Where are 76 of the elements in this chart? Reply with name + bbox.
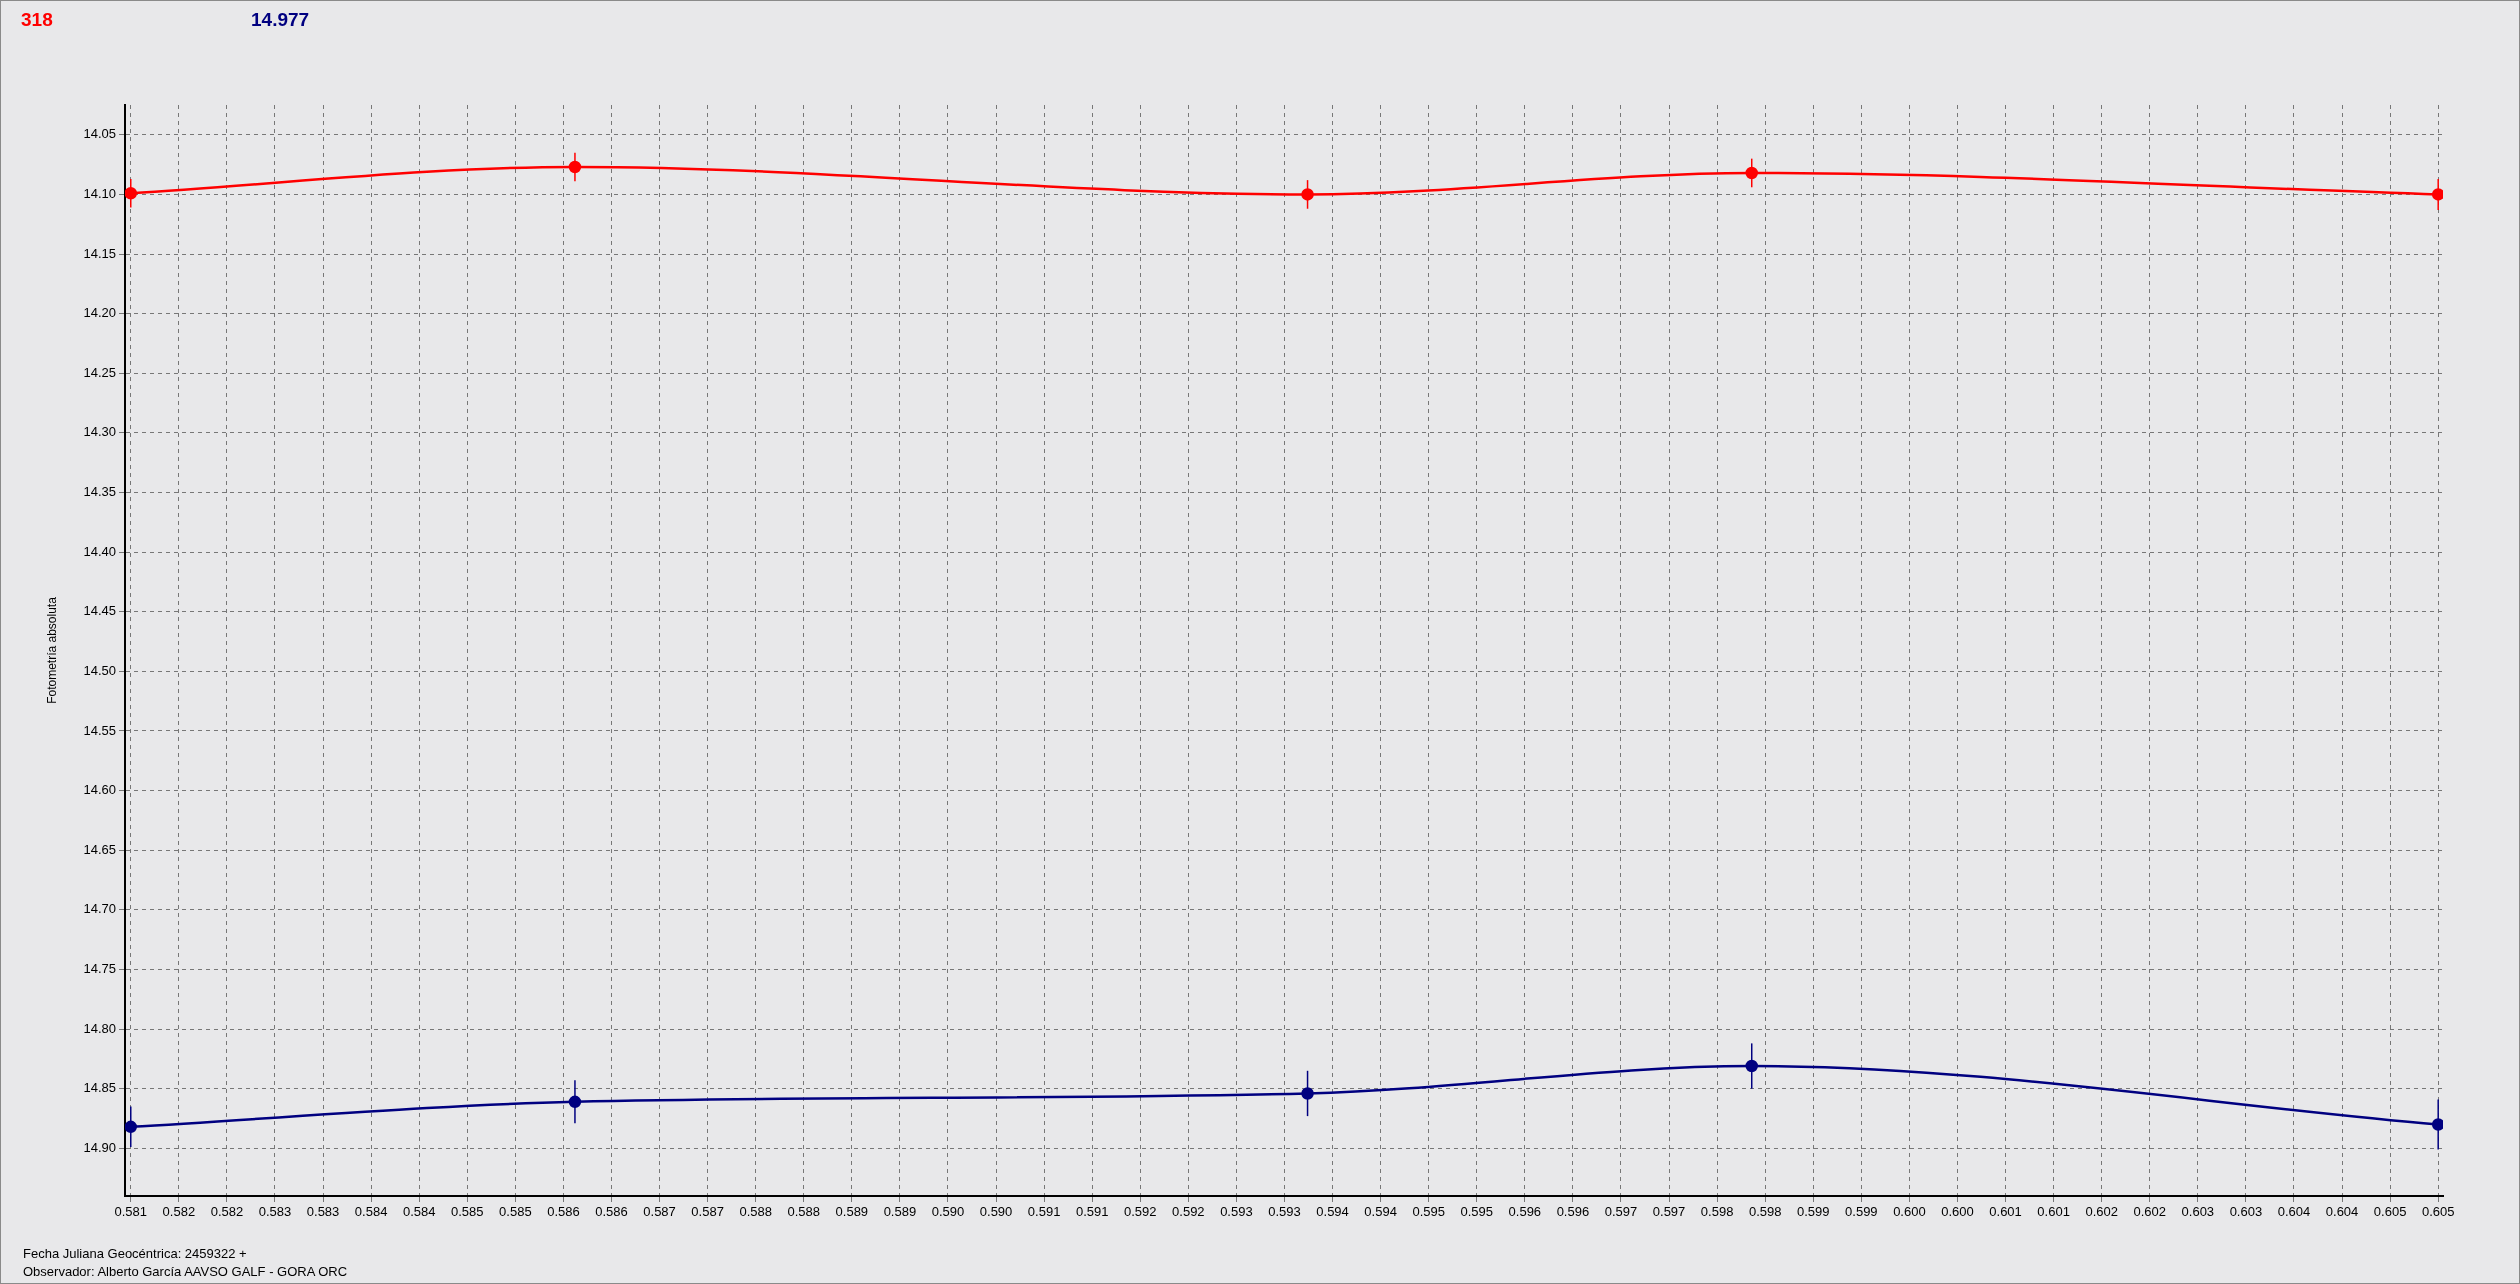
x-tick-label: 0.594 — [1316, 1204, 1349, 1220]
y-tick-label: 14.70 — [83, 901, 116, 917]
x-tick-label: 0.590 — [931, 1204, 965, 1220]
x-tick-label: 0.584 — [402, 1204, 436, 1220]
x-tick-label: 0.596 — [1556, 1204, 1590, 1220]
y-tick-label: 14.85 — [83, 1080, 116, 1096]
x-tick-label: 0.600 — [1893, 1204, 1926, 1220]
x-tick-label: 0.597 — [1604, 1204, 1638, 1220]
x-tick-label: 0.585 — [499, 1204, 532, 1220]
x-tick-label: 0.597 — [1652, 1204, 1686, 1220]
x-tick-label: 0.583 — [258, 1204, 292, 1220]
x-tick-label: 0.596 — [1508, 1204, 1542, 1220]
x-tick-label: 0.593 — [1220, 1204, 1253, 1220]
y-tick-label: 14.30 — [83, 424, 116, 440]
y-tick-label: 14.35 — [83, 484, 116, 500]
x-tick-label: 0.589 — [883, 1204, 917, 1220]
x-tick-label: 0.587 — [643, 1204, 676, 1220]
y-tick-label: 14.25 — [83, 364, 116, 380]
x-tick-label: 0.599 — [1796, 1204, 1830, 1220]
x-tick-label: 0.600 — [1941, 1204, 1974, 1220]
x-tick-label: 0.598 — [1748, 1204, 1782, 1220]
x-tick-label: 0.605 — [2421, 1204, 2455, 1220]
y-tick-label: 14.50 — [83, 662, 116, 678]
x-tick-label: 0.581 — [114, 1204, 148, 1220]
y-tick-label: 14.65 — [83, 841, 116, 857]
x-tick-label: 0.601 — [2037, 1204, 2070, 1220]
x-tick-label: 0.582 — [162, 1204, 196, 1220]
y-tick-label: 14.80 — [83, 1020, 116, 1036]
y-tick-label: 14.20 — [83, 305, 116, 321]
x-tick-label: 0.593 — [1268, 1204, 1301, 1220]
x-tick-label: 0.592 — [1172, 1204, 1205, 1220]
x-tick-label: 0.605 — [2373, 1204, 2407, 1220]
x-tick-label: 0.590 — [979, 1204, 1013, 1220]
x-tick-label: 0.601 — [1989, 1204, 2022, 1220]
y-tick-label: 14.55 — [83, 722, 116, 738]
x-tick-label: 0.602 — [2133, 1204, 2167, 1220]
y-tick-label: 14.45 — [83, 603, 116, 619]
point — [1745, 166, 1758, 180]
y-tick-label: 14.10 — [83, 186, 116, 201]
x-tick-label: 0.604 — [2325, 1204, 2359, 1220]
x-tick-label: 0.602 — [2085, 1204, 2118, 1220]
y-tick-label: 14.75 — [83, 961, 116, 977]
x-tick-label: 0.589 — [835, 1204, 869, 1220]
point — [1301, 188, 1314, 201]
y-tick-label: 14.90 — [83, 1139, 116, 1155]
y-tick-label: 14.60 — [83, 782, 116, 798]
x-tick-label: 0.594 — [1364, 1204, 1397, 1220]
x-tick-label: 0.599 — [1845, 1204, 1878, 1220]
y-tick-label: 14.40 — [83, 543, 116, 559]
x-tick-label: 0.582 — [210, 1204, 244, 1220]
text: 318 — [21, 9, 53, 31]
x-tick-label: 0.583 — [306, 1204, 340, 1220]
x-axis-title: Fecha Juliana Geocéntrica: 2459322 + — [23, 1245, 248, 1263]
point — [1301, 1087, 1314, 1100]
text: 14.977 — [251, 9, 310, 31]
x-tick-label: 0.603 — [2229, 1204, 2263, 1220]
x-tick-label: 0.591 — [1075, 1204, 1109, 1220]
x-tick-label: 0.591 — [1027, 1204, 1061, 1220]
x-tick-label: 0.585 — [450, 1204, 484, 1220]
y-axis-title: Fotometría absoluta — [44, 596, 59, 704]
x-tick-label: 0.603 — [2181, 1204, 2215, 1220]
x-tick-label: 0.586 — [595, 1204, 628, 1220]
x-tick-label: 0.588 — [787, 1204, 821, 1220]
x-tick-label: 0.595 — [1460, 1204, 1494, 1220]
x-tick-label: 0.584 — [354, 1204, 388, 1220]
y-tick-label: 14.15 — [83, 245, 116, 261]
point — [1745, 1059, 1758, 1073]
x-tick-label: 0.604 — [2277, 1204, 2311, 1220]
x-tick-label: 0.595 — [1412, 1204, 1445, 1220]
text: Observador: Alberto García AAVSO GALF - GORA ORC — [23, 1263, 348, 1281]
x-tick-label: 0.588 — [739, 1204, 772, 1220]
y-tick-label: 14.05 — [83, 126, 116, 142]
x-tick-label: 0.598 — [1700, 1204, 1734, 1220]
x-tick-label: 0.586 — [547, 1204, 580, 1220]
x-tick-label: 0.587 — [691, 1204, 724, 1220]
x-tick-label: 0.592 — [1123, 1204, 1157, 1220]
